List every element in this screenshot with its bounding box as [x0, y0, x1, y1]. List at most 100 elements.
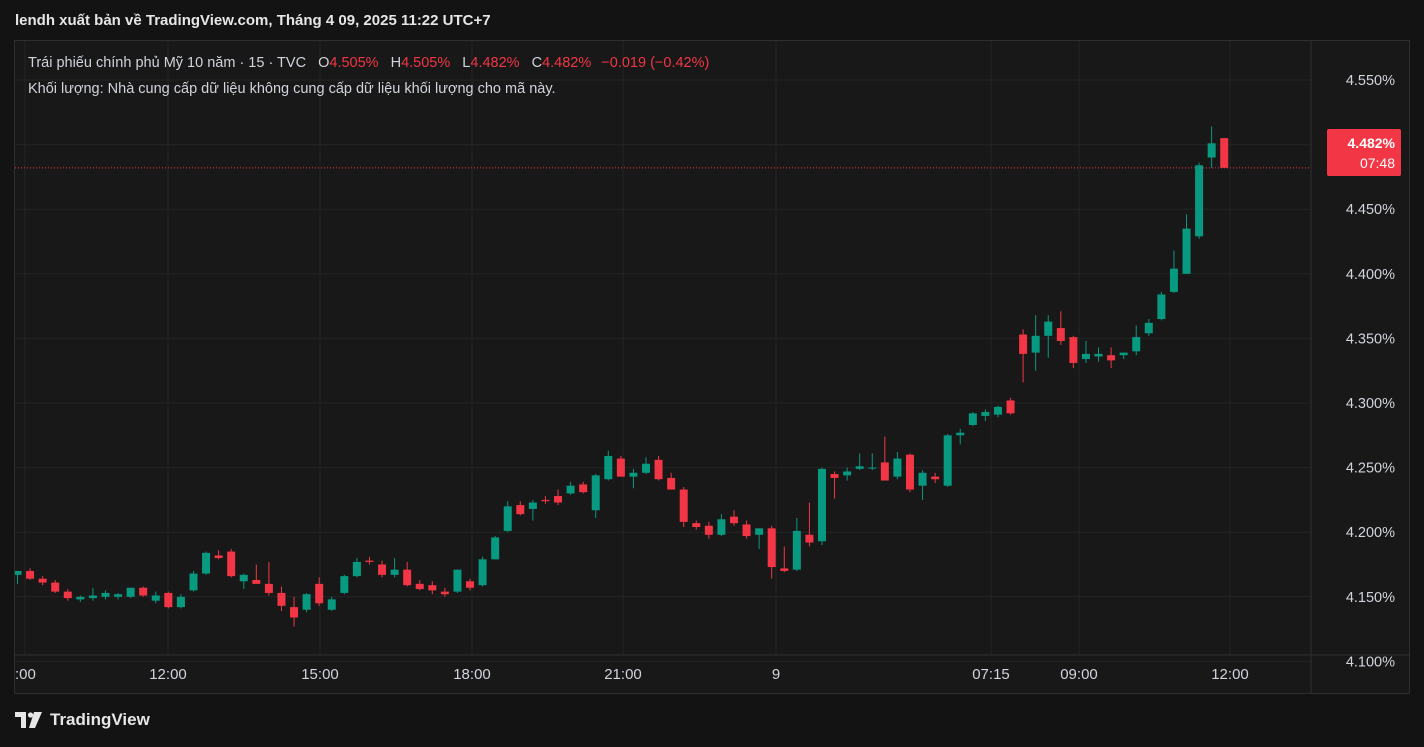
candle-body[interactable] — [1006, 400, 1015, 414]
candle-body[interactable] — [114, 594, 123, 597]
candle-body[interactable] — [15, 570, 22, 575]
candle-body[interactable] — [390, 569, 399, 575]
candle-body[interactable] — [164, 592, 173, 608]
candle-body[interactable] — [1044, 321, 1053, 336]
candle-body[interactable] — [943, 435, 952, 486]
candle-body[interactable] — [830, 474, 839, 478]
candle-body[interactable] — [566, 485, 575, 494]
candle-body[interactable] — [1107, 355, 1116, 361]
candle-body[interactable] — [252, 580, 261, 584]
candle-body[interactable] — [1132, 337, 1141, 352]
candle-body[interactable] — [491, 537, 500, 560]
candle-body[interactable] — [604, 455, 613, 480]
candle-body[interactable] — [365, 560, 374, 562]
candle-body[interactable] — [843, 471, 852, 476]
candle-body[interactable] — [176, 596, 185, 608]
candle-body[interactable] — [290, 607, 299, 618]
candle-body[interactable] — [528, 502, 537, 509]
candle-body[interactable] — [1220, 138, 1229, 168]
candle-body[interactable] — [378, 564, 387, 575]
candle-body[interactable] — [1207, 143, 1216, 158]
candle-body[interactable] — [1081, 353, 1090, 360]
candle-body[interactable] — [1031, 335, 1040, 353]
candle-body[interactable] — [792, 530, 801, 570]
candle-body[interactable] — [189, 573, 198, 591]
candle-body[interactable] — [1157, 294, 1166, 320]
candle-body[interactable] — [151, 595, 160, 601]
candle-body[interactable] — [227, 551, 236, 577]
candle-body[interactable] — [868, 467, 877, 469]
candle-body[interactable] — [893, 458, 902, 477]
candle-body[interactable] — [403, 569, 412, 586]
candle-body[interactable] — [264, 583, 273, 593]
candle-body[interactable] — [101, 592, 110, 597]
candle-body[interactable] — [931, 476, 940, 480]
candle-body[interactable] — [315, 583, 324, 604]
candle-body[interactable] — [516, 505, 525, 515]
candle-body[interactable] — [63, 591, 72, 599]
symbol-name[interactable]: Trái phiếu chính phủ Mỹ 10 năm · 15 · TV… — [28, 55, 307, 71]
candle-body[interactable] — [968, 413, 977, 425]
candlestick-chart[interactable]: 4.550%4.500%4.450%4.400%4.350%4.300%4.25… — [15, 41, 1409, 693]
candle-body[interactable] — [126, 587, 135, 597]
candle-body[interactable] — [415, 583, 424, 590]
candle-body[interactable] — [918, 472, 927, 486]
candle-body[interactable] — [466, 581, 475, 588]
candle-body[interactable] — [1144, 322, 1153, 334]
candle-body[interactable] — [755, 528, 764, 535]
candle-body[interactable] — [805, 534, 814, 543]
candle-body[interactable] — [679, 489, 688, 522]
candle-body[interactable] — [616, 458, 625, 477]
candle-body[interactable] — [202, 552, 211, 574]
candle-body[interactable] — [26, 570, 35, 579]
candle-body[interactable] — [302, 594, 311, 610]
candle-body[interactable] — [704, 525, 713, 535]
candle-body[interactable] — [352, 561, 361, 577]
candle-body[interactable] — [1069, 337, 1078, 363]
candle-body[interactable] — [139, 587, 148, 596]
candle-body[interactable] — [993, 406, 1002, 415]
candle-body[interactable] — [1195, 165, 1204, 237]
candle-body[interactable] — [817, 468, 826, 542]
candle-body[interactable] — [1169, 268, 1178, 292]
candle-body[interactable] — [780, 568, 789, 571]
candle-body[interactable] — [51, 582, 60, 592]
candle-body[interactable] — [855, 466, 864, 469]
candle-body[interactable] — [76, 596, 85, 600]
tradingview-logo[interactable]: TradingView — [15, 710, 150, 730]
candle-body[interactable] — [654, 459, 663, 480]
candle-body[interactable] — [503, 506, 512, 531]
candle-body[interactable] — [767, 528, 776, 568]
chart-panel[interactable]: 4.550%4.500%4.450%4.400%4.350%4.300%4.25… — [14, 40, 1410, 694]
candle-body[interactable] — [340, 576, 349, 593]
candle-body[interactable] — [38, 578, 47, 583]
candle-body[interactable] — [440, 591, 449, 595]
candle-body[interactable] — [541, 499, 550, 502]
candle-body[interactable] — [1094, 353, 1103, 357]
candle-body[interactable] — [956, 432, 965, 436]
candle-body[interactable] — [327, 599, 336, 610]
candle-body[interactable] — [981, 412, 990, 416]
candle-body[interactable] — [88, 595, 97, 599]
candle-body[interactable] — [579, 484, 588, 493]
candle-body[interactable] — [239, 574, 248, 582]
candle-body[interactable] — [717, 519, 726, 535]
candle-body[interactable] — [692, 523, 701, 528]
candle-body[interactable] — [742, 524, 751, 537]
candle-body[interactable] — [667, 477, 676, 490]
candle-body[interactable] — [1056, 328, 1065, 341]
candle-body[interactable] — [1119, 352, 1128, 356]
candle-body[interactable] — [1019, 334, 1028, 354]
candle-body[interactable] — [905, 454, 914, 490]
candle-body[interactable] — [277, 592, 286, 606]
candle-body[interactable] — [591, 475, 600, 511]
candle-body[interactable] — [880, 462, 889, 481]
candle-body[interactable] — [629, 472, 638, 477]
candle-body[interactable] — [1182, 228, 1191, 274]
candle-body[interactable] — [453, 569, 462, 592]
candle-body[interactable] — [554, 496, 563, 503]
candle-body[interactable] — [478, 559, 487, 586]
candle-body[interactable] — [642, 463, 650, 473]
candle-body[interactable] — [428, 585, 437, 591]
candle-body[interactable] — [729, 516, 738, 524]
